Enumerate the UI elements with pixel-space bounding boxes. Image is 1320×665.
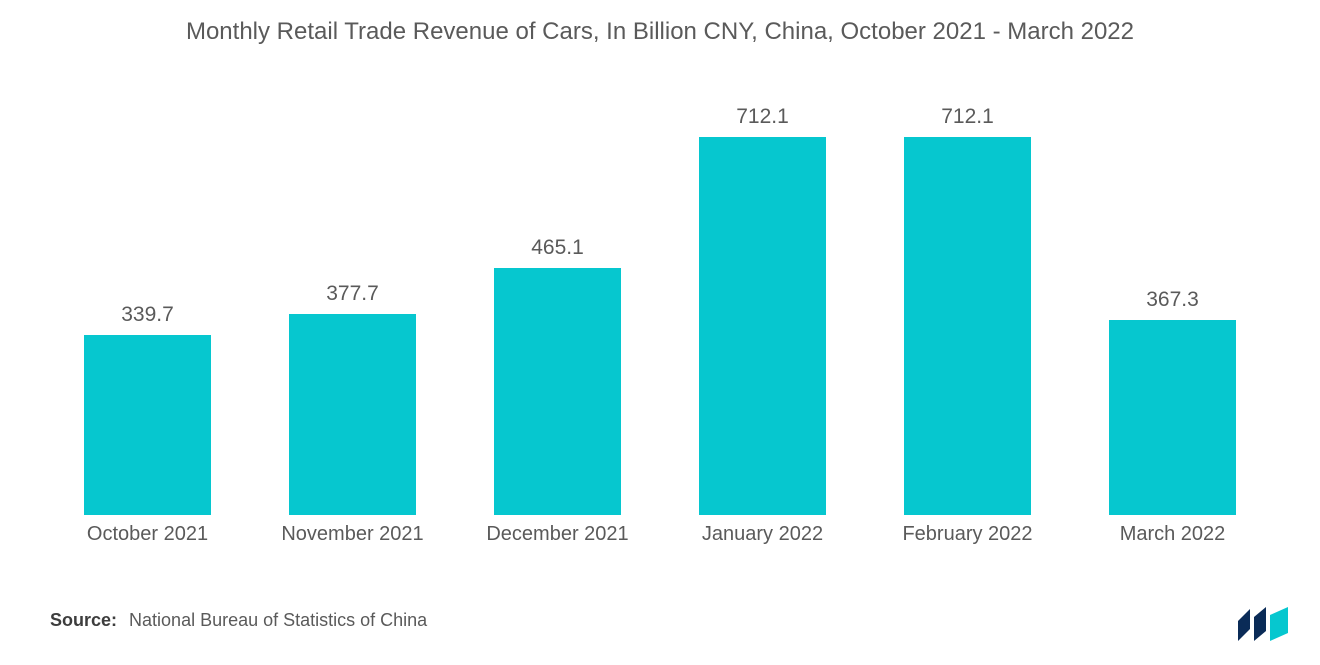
x-axis-label: October 2021 (45, 523, 250, 546)
bar-value-label: 339.7 (121, 303, 174, 327)
x-axis-label: November 2021 (250, 523, 455, 546)
bar-rect (699, 137, 826, 515)
bar-value-label: 712.1 (736, 105, 789, 129)
bar-value-label: 377.7 (326, 282, 379, 306)
x-axis-label: January 2022 (660, 523, 865, 546)
bar-slot: 377.7 (250, 90, 455, 515)
bar-rect (84, 335, 211, 515)
x-axis-label: March 2022 (1070, 523, 1275, 546)
bar-value-label: 712.1 (941, 105, 994, 129)
source-line: Source: National Bureau of Statistics of… (50, 610, 427, 631)
bar-slot: 367.3 (1070, 90, 1275, 515)
source-text: National Bureau of Statistics of China (129, 610, 427, 631)
bar-rect (1109, 320, 1236, 515)
plot-area: 339.7 377.7 465.1 712.1 712.1 367.3 (45, 90, 1275, 515)
x-axis-label: December 2021 (455, 523, 660, 546)
bar-rect (289, 314, 416, 515)
bar-slot: 465.1 (455, 90, 660, 515)
chart-title: Monthly Retail Trade Revenue of Cars, In… (0, 18, 1320, 46)
x-axis-label: February 2022 (865, 523, 1070, 546)
bars-group: 339.7 377.7 465.1 712.1 712.1 367.3 (45, 90, 1275, 515)
bar-rect (904, 137, 1031, 515)
logo-right-path (1270, 607, 1288, 641)
chart-container: Monthly Retail Trade Revenue of Cars, In… (0, 0, 1320, 665)
bar-rect (494, 268, 621, 515)
logo-left-path (1238, 609, 1250, 641)
source-label: Source: (50, 610, 117, 631)
x-axis-labels: October 2021November 2021December 2021Ja… (45, 523, 1275, 546)
logo-mid-path (1254, 607, 1266, 641)
bar-value-label: 367.3 (1146, 288, 1199, 312)
brand-logo-icon (1236, 607, 1292, 643)
bar-value-label: 465.1 (531, 236, 584, 260)
bar-slot: 712.1 (865, 90, 1070, 515)
bar-slot: 339.7 (45, 90, 250, 515)
bar-slot: 712.1 (660, 90, 865, 515)
